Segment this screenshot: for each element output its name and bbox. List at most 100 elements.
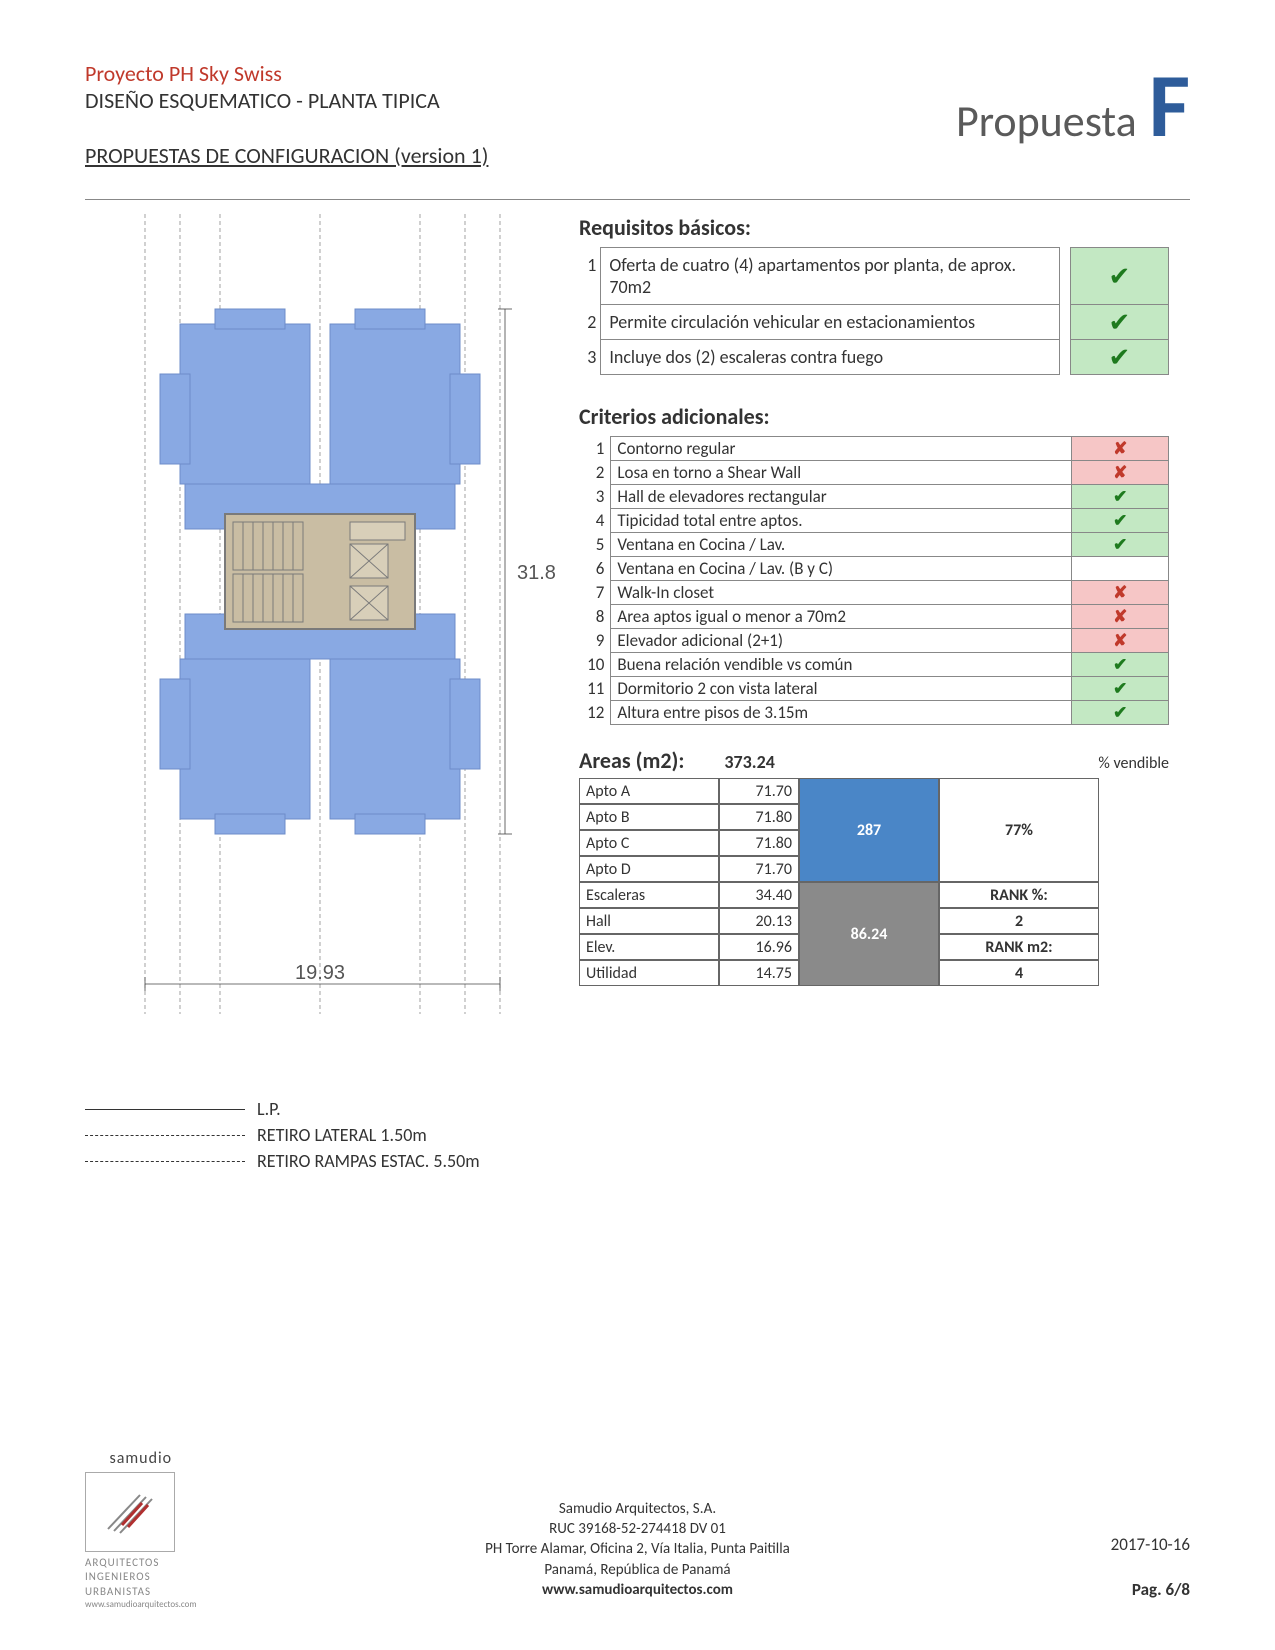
crit-text: Area aptos igual o menor a 70m2 [611, 605, 1072, 629]
rank-m2-label: RANK m2: [939, 934, 1099, 960]
svg-text:31.85: 31.85 [517, 562, 555, 584]
rank-pct-label: RANK %: [939, 882, 1099, 908]
crit-num: 4 [579, 509, 611, 533]
svg-text:19.93: 19.93 [295, 962, 345, 984]
req-num: 2 [579, 305, 601, 340]
area-label: Apto C [579, 830, 719, 856]
crit-text: Hall de elevadores rectangular [611, 485, 1072, 509]
req-status: ✔ [1070, 340, 1168, 375]
logo-icon [85, 1472, 175, 1552]
brand-url: www.samudioarquitectos.com [85, 1599, 197, 1610]
areas-heading: Areas (m2): 373.24 % vendible [579, 747, 1169, 774]
crit-status: ✘ [1072, 461, 1169, 485]
crit-status: ✔ [1072, 509, 1169, 533]
crit-text: Tipicidad total entre aptos. [611, 509, 1072, 533]
requisitos-table: 1Oferta de cuatro (4) apartamentos por p… [579, 247, 1169, 375]
area-label: Elev. [579, 934, 719, 960]
area-value: 71.80 [719, 830, 799, 856]
crit-status: ✔ [1072, 653, 1169, 677]
legend-retiro-lateral: RETIRO LATERAL 1.50m [257, 1124, 427, 1146]
area-label: Hall [579, 908, 719, 934]
floor-plan: 31.85 19.93 [85, 214, 555, 1094]
req-num: 1 [579, 248, 601, 305]
areas-total: 373.24 [724, 751, 774, 773]
crit-text: Buena relación vendible vs común [611, 653, 1072, 677]
footer-center: Samudio Arquitectos, S.A. RUC 39168-52-2… [485, 1499, 790, 1600]
area-value: 71.80 [719, 804, 799, 830]
areas-grid: Apto A 71.7028777% Apto B71.80Apto C71.80A… [579, 778, 1169, 986]
req-text: Incluye dos (2) escaleras contra fuego [601, 340, 1060, 375]
legend-lp: L.P. [257, 1098, 281, 1120]
right-column: Requisitos básicos: 1Oferta de cuatro (4… [579, 214, 1169, 1176]
crit-num: 10 [579, 653, 611, 677]
crit-text: Elevador adicional (2+1) [611, 629, 1072, 653]
req-text: Permite circulación vehicular en estacio… [601, 305, 1060, 340]
crit-text: Ventana en Cocina / Lav. [611, 533, 1072, 557]
crit-num: 12 [579, 701, 611, 725]
req-status: ✔ [1070, 248, 1168, 305]
left-column: 31.85 19.93 L.P. RETIRO LATERAL 1.50m RE… [85, 214, 555, 1176]
footer-city: Panamá, República de Panamá [485, 1560, 790, 1580]
propuesta-letter: F [1149, 70, 1190, 142]
crit-num: 3 [579, 485, 611, 509]
req-status: ✔ [1070, 305, 1168, 340]
requisitos-heading: Requisitos básicos: [579, 214, 1169, 241]
area-label: Apto B [579, 804, 719, 830]
crit-num: 2 [579, 461, 611, 485]
area-value: 20.13 [719, 908, 799, 934]
crit-num: 1 [579, 437, 611, 461]
core [225, 514, 415, 629]
rank-pct-value: 2 [939, 908, 1099, 934]
crit-text: Losa en torno a Shear Wall [611, 461, 1072, 485]
req-num: 3 [579, 340, 601, 375]
brand-name: samudio [85, 1449, 197, 1468]
areas-pct-label: % vendible [1098, 754, 1169, 773]
crit-status: ✘ [1072, 605, 1169, 629]
crit-status: ✔ [1072, 677, 1169, 701]
area-value: 14.75 [719, 960, 799, 986]
criterios-heading: Criterios adicionales: [579, 403, 1169, 430]
areas-title: Areas (m2): [579, 747, 684, 774]
crit-num: 8 [579, 605, 611, 629]
footer-web: www.samudioarquitectos.com [485, 1580, 790, 1600]
area-label: Escaleras [579, 882, 719, 908]
main-row: 31.85 19.93 L.P. RETIRO LATERAL 1.50m RE… [85, 214, 1190, 1176]
area-sellable-sum: 287 [799, 778, 939, 882]
crit-text: Ventana en Cocina / Lav. (B y C) [611, 557, 1072, 581]
crit-text: Walk-In closet [611, 581, 1072, 605]
crit-status: ✘ [1072, 437, 1169, 461]
crit-status [1072, 557, 1169, 581]
crit-text: Contorno regular [611, 437, 1072, 461]
area-value: 16.96 [719, 934, 799, 960]
crit-num: 11 [579, 677, 611, 701]
propuesta-word: Propuesta [956, 94, 1137, 148]
area-label: Apto A [579, 778, 719, 804]
footer-address: PH Torre Alamar, Oficina 2, Vía Italia, … [485, 1539, 790, 1559]
crit-status: ✘ [1072, 581, 1169, 605]
crit-status: ✘ [1072, 629, 1169, 653]
crit-status: ✔ [1072, 701, 1169, 725]
footer: samudio ARQUITECTOS INGENIEROS URBANISTA… [85, 1449, 1190, 1610]
crit-status: ✔ [1072, 485, 1169, 509]
crit-num: 6 [579, 557, 611, 581]
footer-logo: samudio ARQUITECTOS INGENIEROS URBANISTA… [85, 1449, 197, 1610]
footer-ruc: RUC 39168-52-274418 DV 01 [485, 1519, 790, 1539]
area-value: 34.40 [719, 882, 799, 908]
footer-right: 2017-10-16 Pag. 6/8 [1111, 1534, 1190, 1600]
area-common-sum: 86.24 [799, 882, 939, 986]
brand-tag: ARQUITECTOS INGENIEROS URBANISTAS [85, 1556, 197, 1599]
footer-company: Samudio Arquitectos, S.A. [485, 1499, 790, 1519]
crit-num: 5 [579, 533, 611, 557]
area-value: 71.70 [719, 856, 799, 882]
area-sellable-pct: 77% [939, 778, 1099, 882]
legend-retiro-rampas: RETIRO RAMPAS ESTAC. 5.50m [257, 1150, 480, 1172]
divider [85, 199, 1190, 200]
footer-page: Pag. 6/8 [1111, 1579, 1190, 1600]
area-label: Apto D [579, 856, 719, 882]
footer-date: 2017-10-16 [1111, 1534, 1190, 1555]
crit-num: 7 [579, 581, 611, 605]
crit-status: ✔ [1072, 533, 1169, 557]
criterios-table: 1Contorno regular✘2Losa en torno a Shear… [579, 436, 1169, 725]
legend: L.P. RETIRO LATERAL 1.50m RETIRO RAMPAS … [85, 1098, 555, 1172]
req-text: Oferta de cuatro (4) apartamentos por pl… [601, 248, 1060, 305]
